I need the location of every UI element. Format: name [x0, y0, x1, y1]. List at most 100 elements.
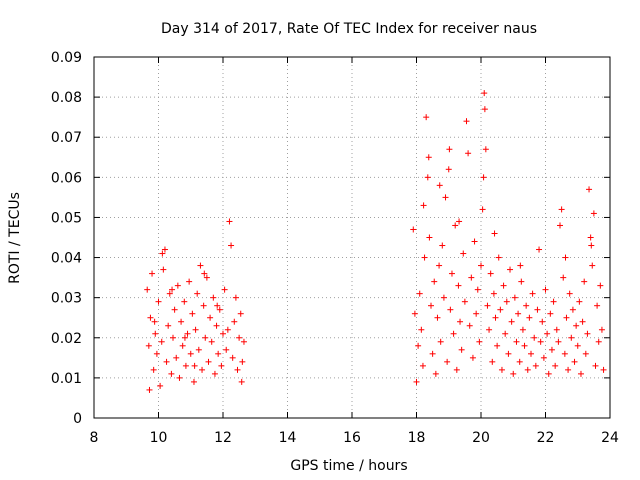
- data-point: [508, 318, 515, 325]
- data-point: [160, 266, 167, 273]
- data-point: [452, 222, 459, 229]
- data-point: [474, 286, 481, 293]
- data-point: [468, 274, 475, 281]
- data-point: [562, 254, 569, 261]
- y-tick-label: 0.05: [51, 210, 82, 226]
- data-point: [557, 222, 564, 229]
- data-point: [157, 382, 164, 389]
- data-points: [144, 90, 607, 393]
- data-point: [179, 342, 186, 349]
- y-axis-label: ROTI / TECUs: [7, 192, 23, 284]
- data-point: [237, 310, 244, 317]
- data-point: [161, 246, 168, 253]
- data-point: [576, 298, 583, 305]
- y-tick-label: 0.06: [51, 170, 82, 186]
- data-point: [489, 358, 496, 365]
- grid-lines: [94, 57, 610, 418]
- x-tick-label: 24: [601, 430, 619, 446]
- data-point: [487, 270, 494, 277]
- data-point: [524, 366, 531, 373]
- data-point: [574, 342, 581, 349]
- data-point: [446, 146, 453, 153]
- data-point: [239, 358, 246, 365]
- y-tick-label: 0.09: [51, 50, 82, 66]
- data-point: [482, 146, 489, 153]
- data-point: [456, 218, 463, 225]
- data-point: [590, 210, 597, 217]
- data-point: [586, 186, 593, 193]
- data-point: [418, 326, 425, 333]
- x-tick-label: 18: [408, 430, 426, 446]
- data-point: [465, 150, 472, 157]
- data-point: [548, 346, 555, 353]
- data-point: [577, 370, 584, 377]
- data-point: [190, 378, 197, 385]
- data-point: [149, 270, 156, 277]
- data-point: [471, 238, 478, 245]
- data-point: [413, 378, 420, 385]
- data-point: [229, 354, 236, 361]
- data-point: [491, 230, 498, 237]
- y-tick-label: 0.02: [51, 331, 82, 347]
- data-point: [428, 302, 435, 309]
- data-point: [147, 314, 154, 321]
- data-point: [144, 286, 151, 293]
- data-point: [560, 274, 567, 281]
- data-point: [515, 310, 522, 317]
- data-point: [207, 314, 214, 321]
- data-point: [215, 350, 222, 357]
- data-point: [568, 334, 575, 341]
- data-point: [486, 326, 493, 333]
- data-point: [169, 286, 176, 293]
- data-point: [455, 282, 462, 289]
- data-point: [481, 90, 488, 97]
- data-point: [445, 166, 452, 173]
- data-point: [410, 226, 417, 233]
- data-point: [544, 330, 551, 337]
- data-point: [573, 322, 580, 329]
- data-point: [171, 306, 178, 313]
- data-point: [498, 366, 505, 373]
- data-point: [565, 366, 572, 373]
- data-point: [553, 326, 560, 333]
- data-point: [582, 350, 589, 357]
- data-point: [592, 362, 599, 369]
- data-point: [223, 346, 230, 353]
- data-point: [587, 234, 594, 241]
- data-point: [181, 298, 188, 305]
- data-point: [432, 370, 439, 377]
- x-tick-label: 20: [472, 430, 490, 446]
- data-point: [176, 374, 183, 381]
- data-point: [442, 194, 449, 201]
- data-point: [516, 358, 523, 365]
- data-point: [545, 370, 552, 377]
- data-point: [240, 338, 247, 345]
- data-point: [523, 302, 530, 309]
- data-point: [210, 294, 217, 301]
- data-point: [411, 310, 418, 317]
- data-point: [224, 326, 231, 333]
- data-point: [436, 182, 443, 189]
- y-tick-label: 0.08: [51, 90, 82, 106]
- data-point: [558, 206, 565, 213]
- data-point: [458, 346, 465, 353]
- data-point: [145, 342, 152, 349]
- data-point: [194, 290, 201, 297]
- data-point: [453, 366, 460, 373]
- data-point: [236, 334, 243, 341]
- data-point: [594, 302, 601, 309]
- data-point: [521, 342, 528, 349]
- data-point: [518, 278, 525, 285]
- data-point: [484, 302, 491, 309]
- data-point: [170, 334, 177, 341]
- data-point: [173, 354, 180, 361]
- data-point: [429, 350, 436, 357]
- y-tick-label: 0.07: [51, 130, 82, 146]
- y-tick-label: 0: [73, 411, 82, 427]
- x-tick-label: 8: [90, 430, 99, 446]
- data-point: [163, 358, 170, 365]
- data-point: [187, 350, 194, 357]
- data-point: [517, 262, 524, 269]
- data-point: [420, 202, 427, 209]
- data-point: [469, 354, 476, 361]
